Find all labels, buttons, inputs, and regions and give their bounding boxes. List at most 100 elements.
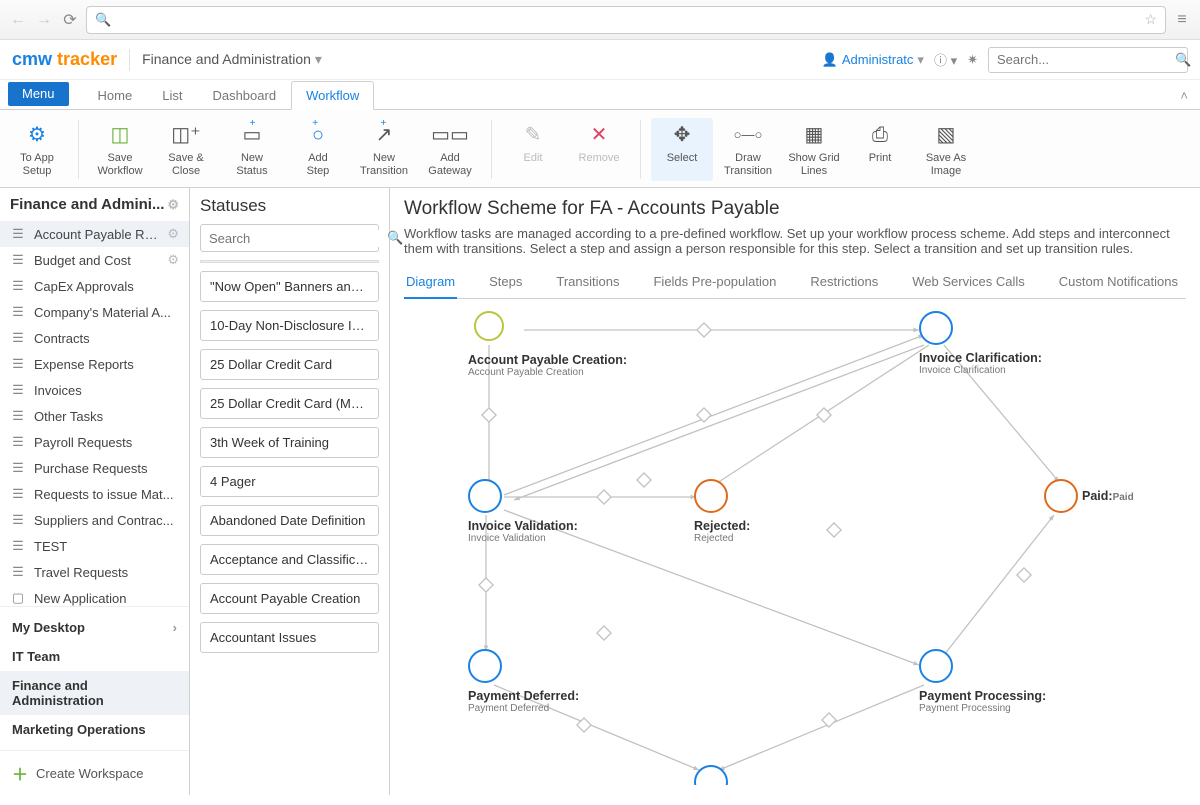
folder-icon: ☰ — [10, 278, 26, 294]
create-workspace[interactable]: ＋ Create Workspace — [0, 750, 189, 795]
content-tab-transitions[interactable]: Transitions — [554, 266, 621, 299]
toolbar-grid[interactable]: ▦Show GridLines — [783, 118, 845, 181]
toolbar-save[interactable]: ◫SaveWorkflow — [89, 118, 151, 181]
diagram-node-invclr[interactable]: Invoice Clarification:Invoice Clarificat… — [919, 311, 1042, 376]
toolbar-newtrans[interactable]: ↗+NewTransition — [353, 118, 415, 181]
workspace-item-label: Expense Reports — [34, 357, 179, 372]
diagram-node-pproc[interactable]: Payment Processing:Payment Processing — [919, 649, 1046, 714]
toolbar-toapp[interactable]: ⚙To AppSetup — [6, 118, 68, 181]
nav-tab-list[interactable]: List — [147, 81, 197, 110]
status-item[interactable]: 4 Pager — [200, 466, 379, 497]
collapse-ribbon-icon[interactable]: ˄ — [1180, 88, 1188, 109]
user-icon: 👤 — [822, 52, 838, 68]
workspace-group[interactable]: Marketing Operations — [0, 715, 189, 744]
workspace-item[interactable]: ☰Company's Material A... — [0, 299, 189, 325]
workspace-group[interactable]: Finance and Administration — [0, 671, 189, 715]
folder-icon: ☰ — [10, 252, 26, 268]
forward-icon[interactable]: → — [34, 11, 54, 29]
workspace-item[interactable]: ☰CapEx Approvals — [0, 273, 189, 299]
diagram-node-start[interactable] — [474, 311, 504, 341]
status-item[interactable]: 25 Dollar Credit Card — [200, 349, 379, 380]
toolbar-newstatus[interactable]: ▭+NewStatus — [221, 118, 283, 181]
content-tab-diagram[interactable]: Diagram — [404, 266, 457, 299]
help-icon[interactable]: ⓘ ▾ — [934, 50, 957, 69]
node-title: Invoice Clarification: — [919, 351, 1042, 365]
diagram-node-apc[interactable]: Account Payable Creation:Account Payable… — [468, 347, 627, 378]
node-circle — [694, 479, 728, 513]
content-tab-custom-notifications[interactable]: Custom Notifications — [1057, 266, 1180, 299]
workspace-item[interactable]: ☰TEST — [0, 533, 189, 559]
workspace-item[interactable]: ☰Travel Requests — [0, 559, 189, 585]
address-bar[interactable]: 🔍 ☆ — [86, 6, 1166, 34]
statuses-panel: Statuses 🔍 "Now Open" Banners and/...10-… — [190, 188, 390, 795]
diagram-node-paid[interactable]: Paid:Paid — [1044, 479, 1134, 513]
content-tab-web-services-calls[interactable]: Web Services Calls — [910, 266, 1026, 299]
status-item[interactable]: Accountant Issues — [200, 622, 379, 653]
node-subtitle: Rejected — [694, 533, 750, 544]
addstep-icon: ○+ — [312, 122, 324, 148]
diagram-node-rej[interactable]: Rejected:Rejected — [694, 479, 750, 544]
reload-icon[interactable]: ⟳ — [60, 10, 80, 30]
content-tab-fields-pre-population[interactable]: Fields Pre-population — [651, 266, 778, 299]
toolbar-saveimg[interactable]: ▧Save AsImage — [915, 118, 977, 181]
status-item[interactable]: Acceptance and Classificati... — [200, 544, 379, 575]
back-icon[interactable]: ← — [8, 11, 28, 29]
nav-tab-home[interactable]: Home — [83, 81, 148, 110]
workspace-item[interactable]: ☰Other Tasks — [0, 403, 189, 429]
gear-icon[interactable]: ⚙ — [167, 197, 179, 213]
workspace-item[interactable]: ☰Contracts — [0, 325, 189, 351]
workspace-group[interactable]: My Desktop› — [0, 613, 189, 642]
diagram-node-pdef[interactable]: Payment Deferred:Payment Deferred — [468, 649, 579, 714]
workspace-item-label: Contracts — [34, 331, 179, 346]
main-area: Finance and Admini... ⚙ ☰Account Payable… — [0, 188, 1200, 795]
user-menu[interactable]: 👤 Administratc▾ — [822, 52, 924, 68]
breadcrumb[interactable]: Finance and Administration ▾ — [142, 51, 322, 68]
menu-button[interactable]: Menu — [8, 82, 69, 106]
content-tab-restrictions[interactable]: Restrictions — [808, 266, 880, 299]
workspace-item[interactable]: ▢New Application — [0, 585, 189, 606]
workspace-item[interactable]: ☰Invoices — [0, 377, 189, 403]
toolbar-addgw[interactable]: ▭▭AddGateway — [419, 118, 481, 181]
toolbar-edit: ✎Edit — [502, 118, 564, 181]
hamburger-icon[interactable]: ≡ — [1172, 11, 1192, 29]
workspace-item[interactable]: ☰Purchase Requests — [0, 455, 189, 481]
workspace-item-label: Suppliers and Contrac... — [34, 513, 179, 528]
status-search-input[interactable] — [207, 230, 387, 247]
content-tab-steps[interactable]: Steps — [487, 266, 524, 299]
toolbar-saveclose[interactable]: ◫⁺Save &Close — [155, 118, 217, 181]
bookmark-icon[interactable]: ☆ — [1144, 11, 1157, 28]
search-input[interactable] — [995, 51, 1175, 68]
workspace-item[interactable]: ☰Suppliers and Contrac... — [0, 507, 189, 533]
workspace-item[interactable]: ☰Requests to issue Mat... — [0, 481, 189, 507]
status-item[interactable]: 3th Week of Training — [200, 427, 379, 458]
settings-icon[interactable]: ✷ — [967, 52, 978, 68]
status-item[interactable]: 10-Day Non-Disclosure Init... — [200, 310, 379, 341]
gear-icon[interactable]: ⚙ — [167, 226, 179, 242]
global-search[interactable]: 🔍 — [988, 47, 1188, 73]
workspace-item[interactable]: ☰Budget and Cost⚙ — [0, 247, 189, 273]
diagram-canvas[interactable]: Account Payable Creation:Account Payable… — [404, 305, 1186, 785]
diagram-node-invval[interactable]: Invoice Validation:Invoice Validation — [468, 479, 578, 544]
node-circle — [1044, 479, 1078, 513]
workspace-item[interactable]: ☰Account Payable Requ...⚙ — [0, 221, 189, 247]
status-search[interactable]: 🔍 — [200, 224, 379, 252]
folder-icon: ☰ — [10, 486, 26, 502]
diagram-node-bottom[interactable] — [694, 765, 728, 785]
nav-tab-workflow[interactable]: Workflow — [291, 81, 374, 110]
workspace-item-label: Payroll Requests — [34, 435, 179, 450]
status-item[interactable]: Abandoned Date Definition — [200, 505, 379, 536]
workspace-group[interactable]: IT Team — [0, 642, 189, 671]
toolbar-print[interactable]: ⎙Print — [849, 118, 911, 181]
toolbar-select[interactable]: ✥Select — [651, 118, 713, 181]
print-icon: ⎙ — [872, 122, 888, 148]
toolbar-drawtrans[interactable]: ○—○DrawTransition — [717, 118, 779, 181]
status-item[interactable]: "Now Open" Banners and/... — [200, 271, 379, 302]
workspace-item[interactable]: ☰Payroll Requests — [0, 429, 189, 455]
grid-icon: ▦ — [805, 122, 824, 148]
status-item[interactable]: Account Payable Creation — [200, 583, 379, 614]
gear-icon[interactable]: ⚙ — [167, 252, 179, 268]
nav-tab-dashboard[interactable]: Dashboard — [197, 81, 291, 110]
toolbar-addstep[interactable]: ○+AddStep — [287, 118, 349, 181]
status-item[interactable]: 25 Dollar Credit Card (Moc... — [200, 388, 379, 419]
workspace-item[interactable]: ☰Expense Reports — [0, 351, 189, 377]
